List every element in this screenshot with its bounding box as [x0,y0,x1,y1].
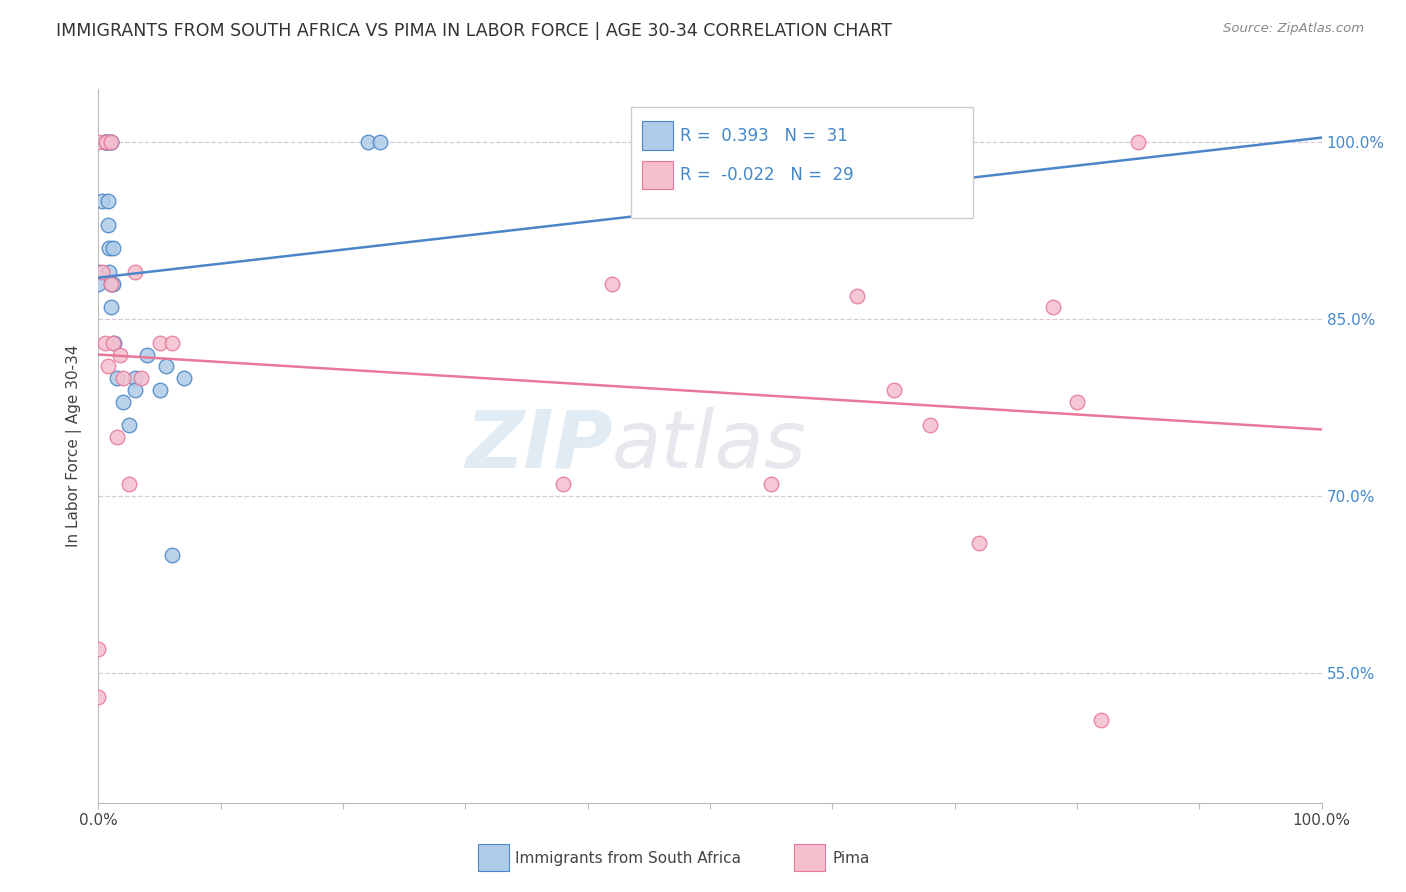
Point [600,277,623,291]
Point [101,242,124,256]
Point [883,383,905,397]
Point [118,477,141,491]
Point [149,335,172,350]
Point [356,136,378,150]
Point [96,136,118,150]
Point [160,548,183,562]
Point [149,383,172,397]
Point [100,136,122,150]
Point [87,277,110,291]
Point [100,136,122,150]
Point [93,136,115,150]
Point [136,348,159,362]
Point [111,394,134,409]
Point [110,348,132,362]
Point [98,265,121,279]
Point [87,690,110,704]
Text: Source: ZipAtlas.com: Source: ZipAtlas.com [1223,22,1364,36]
Point [1090,713,1112,727]
Point [97,218,120,232]
Point [368,136,391,150]
Point [129,371,152,385]
Point [87,136,110,150]
Point [93,136,115,150]
Point [173,371,195,385]
Text: Immigrants from South Africa: Immigrants from South Africa [515,851,741,865]
Point [1128,136,1150,150]
Point [100,136,122,150]
Y-axis label: In Labor Force | Age 30-34: In Labor Force | Age 30-34 [66,344,83,548]
Point [87,642,110,657]
Text: Pima: Pima [832,851,870,865]
Point [100,277,122,291]
Point [98,242,121,256]
Text: atlas: atlas [612,407,807,485]
Text: R =  -0.022   N =  29: R = -0.022 N = 29 [679,166,853,184]
Point [124,265,146,279]
Point [94,136,117,150]
Point [101,277,124,291]
Point [87,265,110,279]
Point [105,371,128,385]
Point [91,265,114,279]
Point [920,418,942,433]
Point [118,418,141,433]
Point [97,194,120,209]
Point [101,335,124,350]
Point [845,288,868,302]
Point [94,136,117,150]
Point [124,383,146,397]
Text: ZIP: ZIP [465,407,612,485]
Point [97,359,120,374]
Point [93,335,115,350]
Point [967,536,990,550]
Point [553,477,575,491]
Point [761,477,783,491]
Point [91,194,114,209]
Point [96,136,118,150]
Text: IMMIGRANTS FROM SOUTH AFRICA VS PIMA IN LABOR FORCE | AGE 30-34 CORRELATION CHAR: IMMIGRANTS FROM SOUTH AFRICA VS PIMA IN … [56,22,893,40]
Point [103,335,125,350]
Point [1066,394,1088,409]
Point [1042,301,1064,315]
Point [105,430,128,444]
Point [124,371,146,385]
Point [111,371,134,385]
Point [160,335,183,350]
Point [155,359,177,374]
Point [100,277,122,291]
Text: R =  0.393   N =  31: R = 0.393 N = 31 [679,127,848,145]
Point [100,301,122,315]
